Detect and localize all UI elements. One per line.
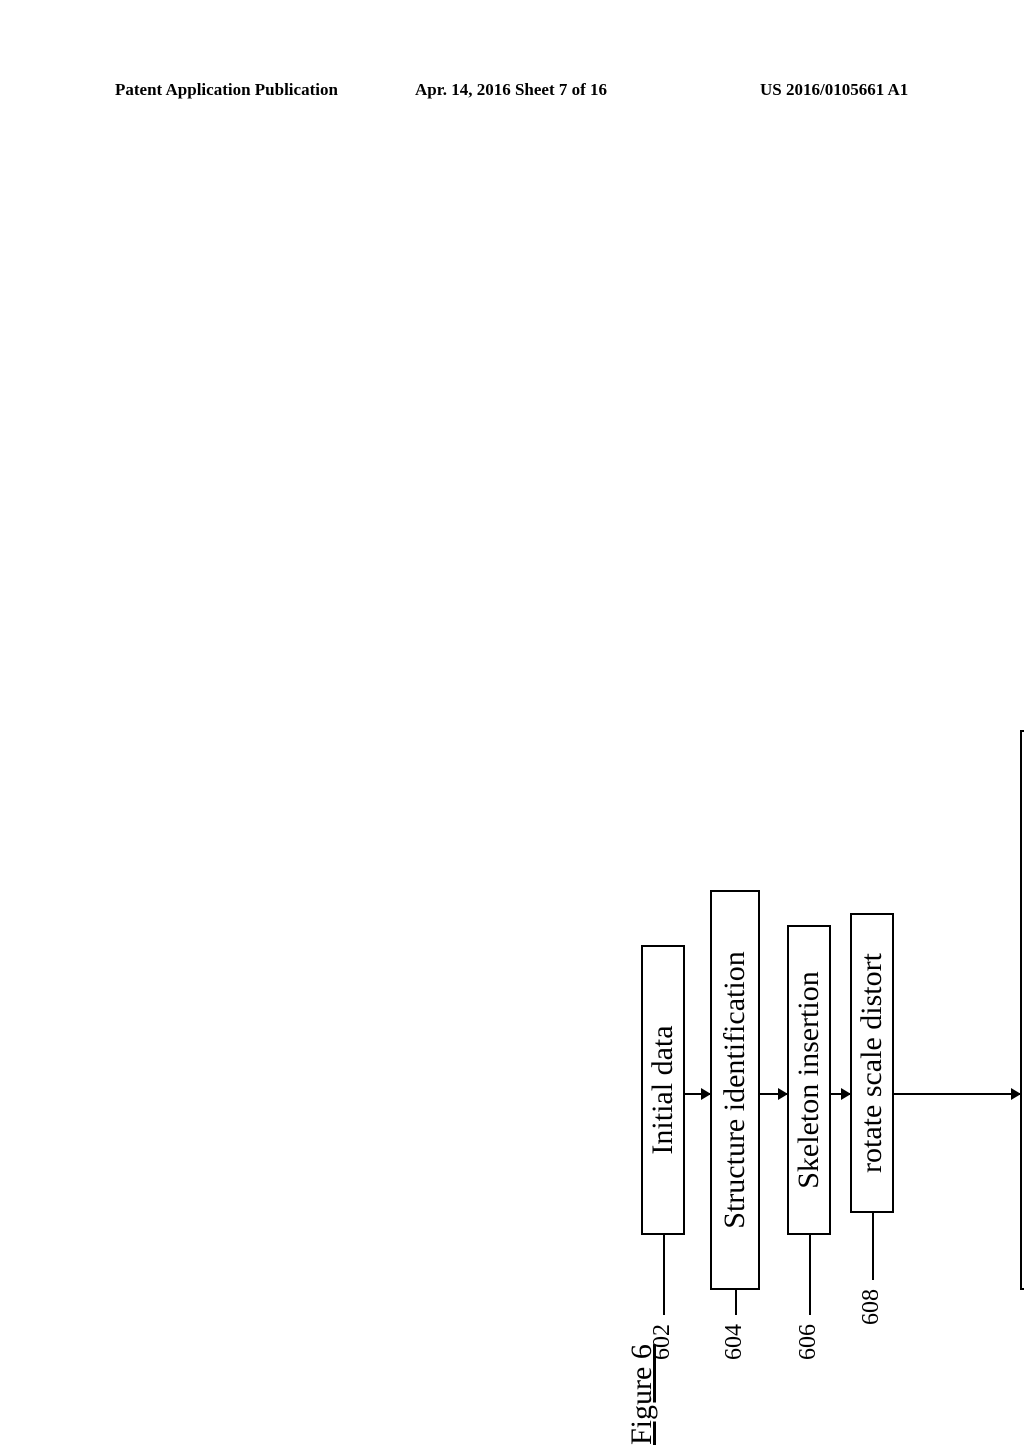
ref-number-606: 606: [795, 1324, 822, 1360]
flow-box-608: rotate scale distort: [850, 913, 894, 1213]
ref-number-604: 604: [721, 1324, 748, 1360]
flow-box-602: Initial data: [641, 945, 685, 1235]
page: Patent Application Publication Apr. 14, …: [0, 0, 1024, 1320]
header-right: US 2016/0105661 A1: [760, 80, 908, 100]
header-left: Patent Application Publication: [115, 80, 338, 100]
flow-box-604: Structure identification: [710, 890, 760, 1290]
arrow-n608-n612: [894, 1093, 1020, 1095]
arrow-n602-n604: [685, 1093, 710, 1095]
arrow-n604-n606: [760, 1093, 787, 1095]
header-center: Apr. 14, 2016 Sheet 7 of 16: [415, 80, 607, 100]
lead-line-608: [872, 1213, 874, 1280]
arrow-n606-n608: [831, 1093, 850, 1095]
lead-line-606: [809, 1235, 811, 1315]
lead-line-604: [735, 1290, 737, 1315]
lead-line-602: [663, 1235, 665, 1315]
flow-box-612: 3D skeleton models 2d object: [1020, 730, 1024, 1290]
ref-number-602: 602: [649, 1324, 676, 1360]
flow-box-606: Skeleton insertion: [787, 925, 831, 1235]
figure-6-diagram: Figure 6Initial data602Structure identif…: [625, 565, 1024, 1445]
